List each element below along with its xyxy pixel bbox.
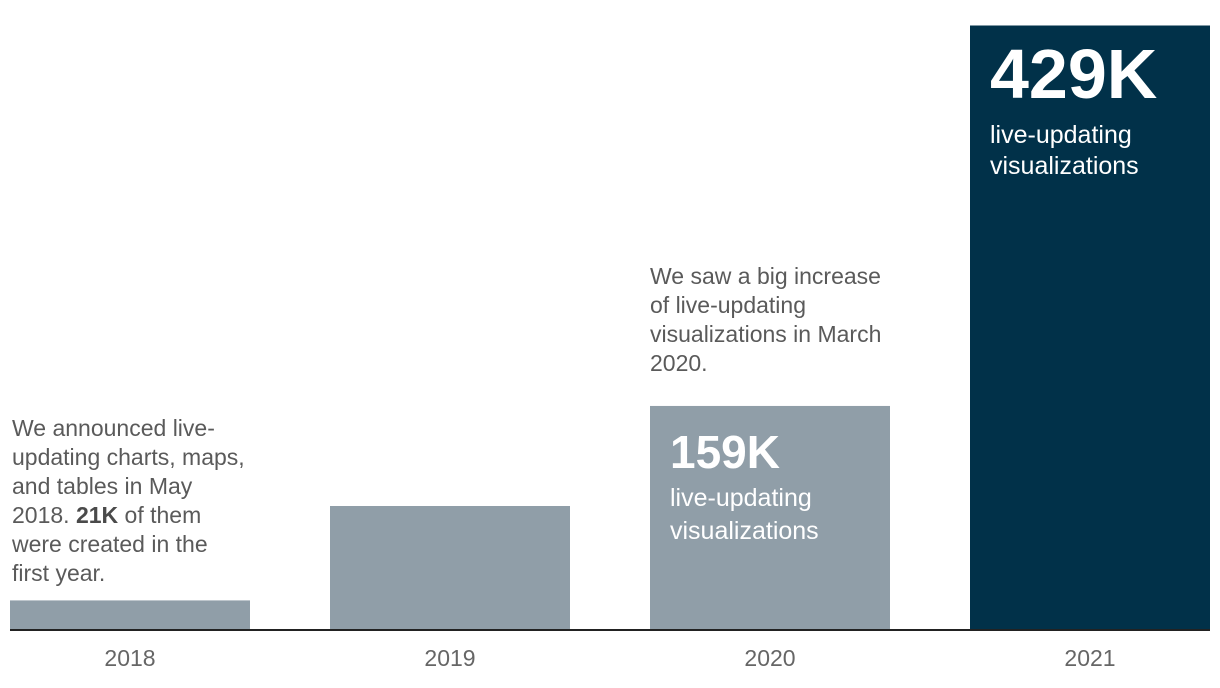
x-tick-label-2020: 2020 (744, 645, 795, 671)
data-label-2020-text: live-updating visualizations (670, 484, 819, 545)
data-label-2021-text: live-updating visualizations (990, 121, 1139, 180)
x-tick-label-2019: 2019 (424, 645, 475, 671)
annotation-2018-text-end: of them were created in the first year. (12, 502, 208, 586)
bar-2021 (970, 25, 1210, 630)
x-tick-label-2018: 2018 (104, 645, 155, 671)
annotation-2018: We announced live-updating charts, maps,… (12, 414, 248, 588)
data-label-2021-value: 429K (990, 35, 1158, 113)
data-label-2020-value: 159K (670, 426, 780, 478)
annotation-2018-highlight: 21K (75, 502, 119, 528)
bars (10, 25, 1210, 630)
bar-2020 (650, 405, 890, 630)
annotation-2018-text: We announced live-updating charts, maps,… (12, 415, 245, 528)
bar-2018 (10, 600, 250, 630)
x-tick-label-2021: 2021 (1064, 645, 1115, 671)
data-label-2021: 429K live-updating visualizations (990, 34, 1205, 182)
bar-2019 (330, 506, 570, 630)
annotation-2020: We saw a big increase of live-updating v… (650, 263, 882, 376)
x-tick-labels: 2018 2019 2020 2021 (104, 645, 1115, 671)
data-label-2020: 159K live-updating visualizations (670, 424, 880, 548)
